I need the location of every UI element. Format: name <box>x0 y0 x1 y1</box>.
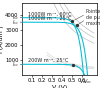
Text: 200W m⁻², 25°C: 200W m⁻², 25°C <box>28 58 68 63</box>
Text: Pointe
de puissance
maximale: Pointe de puissance maximale <box>86 9 100 26</box>
Text: 1000W m⁻², 25°C: 1000W m⁻², 25°C <box>28 16 72 21</box>
X-axis label: V (V): V (V) <box>52 85 67 88</box>
Y-axis label: I (A/dm²): I (A/dm²) <box>0 25 4 53</box>
Text: $I_{sc}$: $I_{sc}$ <box>12 60 20 69</box>
Text: 1000W m⁻², 60°C: 1000W m⁻², 60°C <box>28 11 72 16</box>
Text: $I_{sc}$: $I_{sc}$ <box>12 18 20 27</box>
Text: $V_{oc}$: $V_{oc}$ <box>79 78 88 86</box>
Text: $V_{oc}$: $V_{oc}$ <box>83 78 92 86</box>
Text: $I_{sc}$: $I_{sc}$ <box>12 13 20 22</box>
